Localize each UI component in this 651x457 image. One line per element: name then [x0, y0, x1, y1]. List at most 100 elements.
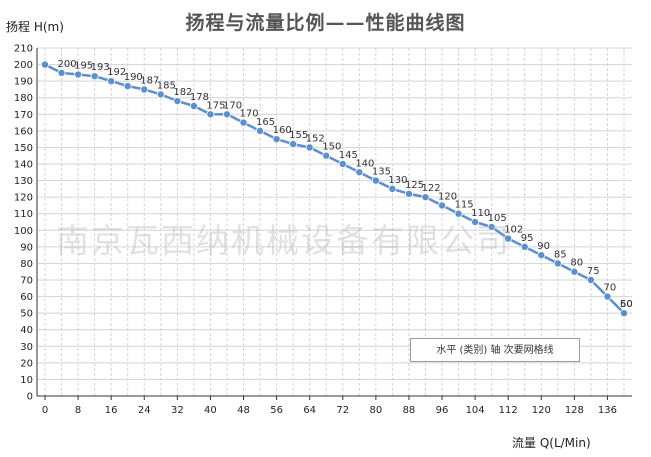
- data-point: [404, 189, 413, 198]
- y-tick-label: 0: [27, 392, 33, 403]
- y-tick-label: 90: [20, 242, 33, 253]
- data-label: 115: [455, 200, 474, 211]
- y-tick-label: 20: [20, 358, 33, 369]
- data-label: 190: [124, 72, 143, 83]
- y-tick-label: 50: [20, 309, 33, 320]
- data-point: [322, 151, 331, 160]
- x-tick-label: 80: [369, 405, 382, 416]
- data-point: [123, 82, 132, 91]
- data-label: 195: [74, 61, 93, 72]
- data-label: 140: [355, 158, 374, 169]
- data-label: 75: [587, 266, 600, 277]
- data-point: [206, 110, 215, 119]
- data-label: 85: [554, 249, 567, 260]
- data-point: [305, 143, 314, 152]
- data-label: 193: [91, 62, 110, 73]
- x-tick-label: 56: [270, 405, 283, 416]
- x-tick-label: 120: [532, 405, 551, 416]
- data-point: [239, 118, 248, 127]
- x-tick-label: 88: [403, 405, 416, 416]
- data-point: [90, 72, 99, 81]
- data-label: 110: [471, 208, 490, 219]
- data-point: [57, 68, 66, 77]
- data-point: [173, 97, 182, 106]
- y-tick-label: 200: [14, 60, 33, 71]
- y-tick-label: 60: [20, 292, 33, 303]
- x-tick-label: 48: [237, 405, 250, 416]
- x-axis-label: 流量 Q(L/Min): [512, 436, 591, 450]
- y-tick-label: 150: [14, 143, 33, 154]
- data-label: 135: [372, 167, 391, 178]
- x-tick-label: 72: [336, 405, 349, 416]
- data-point: [222, 110, 231, 119]
- data-label: 80: [570, 258, 583, 269]
- data-label: 102: [504, 225, 523, 236]
- data-label: 187: [140, 75, 159, 86]
- data-point: [74, 70, 83, 79]
- data-point: [140, 85, 149, 94]
- x-tick-label: 136: [598, 405, 617, 416]
- x-tick-label: 112: [499, 405, 518, 416]
- legend-note: 水平 (类别) 轴 次要网格线: [410, 338, 580, 362]
- x-tick-label: 8: [75, 405, 81, 416]
- x-tick-label: 16: [105, 405, 118, 416]
- y-tick-label: 80: [20, 259, 33, 270]
- data-label: 95: [521, 233, 534, 244]
- data-point: [471, 217, 480, 226]
- data-label: 200: [58, 59, 77, 70]
- data-point: [189, 102, 198, 111]
- y-tick-label: 140: [14, 160, 33, 171]
- data-point: [289, 140, 298, 149]
- y-tick-label: 40: [20, 325, 33, 336]
- data-label: 130: [388, 175, 407, 186]
- data-label: 122: [421, 183, 440, 194]
- data-label: 192: [107, 67, 126, 78]
- data-point: [355, 168, 364, 177]
- data-point: [107, 77, 116, 86]
- data-point: [371, 176, 380, 185]
- y-tick-label: 170: [14, 110, 33, 121]
- data-label: 155: [289, 130, 308, 141]
- data-point: [570, 267, 579, 276]
- data-label: 125: [405, 180, 424, 191]
- data-label: 152: [306, 133, 325, 144]
- data-label: 105: [488, 213, 507, 224]
- data-label: 185: [157, 80, 176, 91]
- data-point: [620, 309, 629, 318]
- y-tick-label: 100: [14, 226, 33, 237]
- y-tick-label: 180: [14, 93, 33, 104]
- y-axis-label: 扬程 H(m): [6, 20, 64, 34]
- data-label: 150: [322, 142, 341, 153]
- data-point: [156, 90, 165, 99]
- watermark-text: 南京瓦西纳机械设备有限公司: [56, 221, 511, 260]
- data-label: 178: [190, 92, 209, 103]
- y-tick-label: 190: [14, 77, 33, 88]
- x-tick-label: 104: [466, 405, 485, 416]
- y-tick-label: 30: [20, 342, 33, 353]
- y-tick-label: 70: [20, 276, 33, 287]
- data-point: [537, 251, 546, 260]
- x-tick-label: 32: [171, 405, 184, 416]
- data-label: 120: [438, 191, 457, 202]
- data-label: 145: [339, 150, 358, 161]
- data-point: [272, 135, 281, 144]
- data-point: [388, 184, 397, 193]
- data-label: 165: [256, 117, 275, 128]
- y-tick-label: 160: [14, 126, 33, 137]
- data-label: 175: [206, 100, 225, 111]
- data-point: [438, 201, 447, 210]
- x-tick-label: 96: [436, 405, 449, 416]
- data-point: [338, 159, 347, 168]
- data-point: [603, 292, 612, 301]
- x-tick-label: 24: [138, 405, 151, 416]
- data-label: 50: [620, 299, 633, 310]
- y-tick-label: 210: [14, 44, 33, 55]
- data-point: [41, 60, 50, 69]
- data-point: [256, 126, 265, 135]
- data-label: 70: [603, 283, 616, 294]
- data-point: [421, 193, 430, 202]
- x-tick-label: 128: [565, 405, 584, 416]
- data-point: [487, 222, 496, 231]
